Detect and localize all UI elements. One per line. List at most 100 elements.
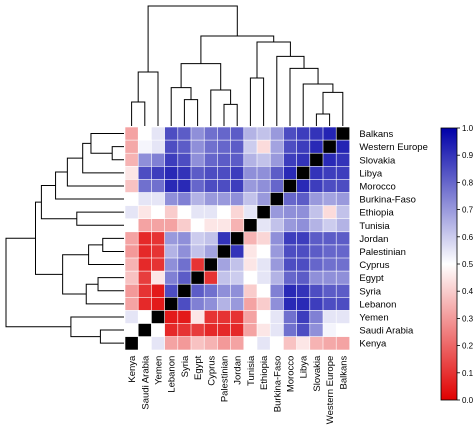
heatmap-cell (296, 126, 311, 141)
colorbar: 0.0 0.1 0.2 0.3 0.4 0.5 0.6 0.7 0.8 0.9 1.0 (440, 124, 474, 405)
heatmap-cell (190, 231, 205, 246)
heatmap-cell (269, 296, 285, 311)
heatmap-cell (203, 205, 218, 220)
row-label: Ethiopia (359, 208, 394, 219)
heatmap-cell (309, 270, 324, 285)
heatmap-cell (151, 139, 166, 154)
heatmap-cell (151, 192, 166, 207)
heatmap-cell (190, 336, 205, 351)
heatmap-cell (296, 244, 311, 259)
heatmap-cell (230, 244, 245, 259)
heatmap-cell (151, 336, 166, 351)
heatmap-cell (322, 244, 337, 259)
dendrogram-link (40, 185, 77, 220)
dendrogram-link (97, 277, 124, 292)
heatmap-cell (164, 126, 179, 141)
heatmap-cell (137, 270, 152, 285)
heatmap-cell (309, 218, 324, 233)
heatmap-cell (164, 323, 179, 338)
heatmap-cell (190, 257, 205, 272)
heatmap-cell (283, 323, 298, 338)
heatmap-cell (177, 336, 192, 351)
column-label: Jordan (233, 356, 244, 385)
heatmap-cell (164, 152, 179, 167)
heatmap-cell (217, 126, 232, 141)
colorbar-tick-label: 0.4 (462, 287, 474, 296)
heatmap-cell (177, 218, 192, 233)
heatmap-cell (203, 152, 218, 167)
heatmap-cell (269, 231, 285, 246)
heatmap-cell (137, 310, 152, 325)
heatmap-cell (164, 283, 179, 298)
column-label: Tunisia (246, 355, 257, 386)
heatmap-cell (256, 283, 271, 298)
heatmap-cell (269, 323, 285, 338)
heatmap-cell (164, 218, 179, 233)
heatmap-cell (177, 257, 192, 272)
dendrogram-link (223, 103, 238, 126)
heatmap-cell (296, 231, 311, 246)
heatmap-cell (137, 257, 152, 272)
heatmap-cell (177, 192, 192, 207)
heatmap-cell (296, 205, 311, 220)
heatmap-cell (124, 283, 139, 298)
heatmap-cell (190, 244, 205, 259)
heatmap-cell (256, 179, 271, 194)
heatmap-cell (296, 152, 311, 167)
heatmap-cell (335, 244, 351, 259)
heatmap-cell (137, 205, 152, 220)
dendrogram-link (180, 63, 222, 90)
heatmap-cell (296, 179, 311, 194)
dendrogram-link (90, 133, 124, 154)
heatmap-cell (296, 139, 311, 154)
heatmap-cell (322, 257, 337, 272)
heatmap-cell (243, 310, 258, 325)
row-label: Morocco (359, 181, 395, 192)
heatmap-cell (256, 166, 271, 181)
heatmap-cell (296, 192, 311, 207)
heatmap-cell (190, 179, 205, 194)
row-label: Cyprus (359, 260, 389, 271)
heatmap-cell (243, 139, 258, 154)
heatmap-cell (151, 296, 166, 311)
heatmap-cell (217, 205, 232, 220)
heatmap-cell (322, 231, 337, 246)
heatmap-cell (256, 192, 271, 207)
dendrogram-link (62, 254, 89, 295)
heatmap-cell (190, 310, 205, 325)
heatmap-cell (164, 231, 179, 246)
colorbar-tick-label: 0.0 (462, 396, 474, 405)
heatmap-cell (322, 323, 337, 338)
heatmap-cell (230, 231, 245, 246)
heatmap-cell (190, 323, 205, 338)
heatmap-cell (137, 152, 152, 167)
heatmap-cell (269, 139, 285, 154)
heatmap-cell (283, 179, 298, 194)
heatmap-cell (256, 270, 271, 285)
heatmap-cell (124, 310, 139, 325)
heatmap-cell (124, 166, 139, 181)
heatmap-cell (335, 323, 351, 338)
heatmap-cell (283, 244, 298, 259)
row-label: Yemen (359, 312, 388, 323)
heatmap-cell (124, 336, 139, 351)
heatmap-cell (217, 166, 232, 181)
heatmap-cell (217, 218, 232, 233)
colorbar-tick-label: 0.1 (462, 369, 474, 378)
heatmap-cell (322, 152, 337, 167)
heatmap-cell (283, 257, 298, 272)
heatmap-cell (203, 166, 218, 181)
heatmap-cell (283, 283, 298, 298)
heatmap-cell (269, 192, 285, 207)
heatmap-cell (283, 166, 298, 181)
heatmap-cell (269, 310, 285, 325)
heatmap-cell (203, 244, 218, 259)
heatmap-cell (137, 166, 152, 181)
heatmap-cell (137, 126, 152, 141)
heatmap-cell (203, 179, 218, 194)
heatmap-cell (230, 205, 245, 220)
heatmap-cell (269, 166, 285, 181)
row-label: Libya (359, 168, 382, 179)
heatmap-cell (296, 166, 311, 181)
